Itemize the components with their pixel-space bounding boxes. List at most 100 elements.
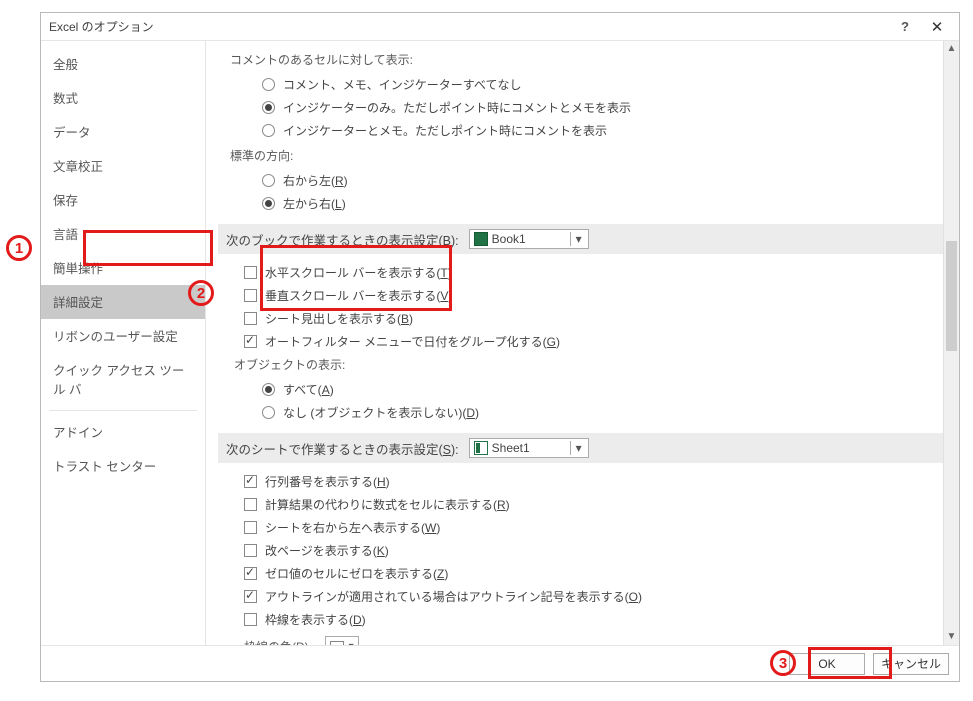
sidebar: 全般 数式 データ 文章校正 保存 言語 簡単操作 詳細設定 リボンのユーザー設… — [41, 41, 206, 645]
option-label: シートを右から左へ表示する(W) — [265, 519, 440, 536]
scroll-down-icon[interactable]: ▼ — [944, 629, 959, 645]
option-label: 行列番号を表示する(H) — [265, 473, 390, 490]
checkbox-icon — [244, 312, 257, 325]
checkbox-icon — [244, 590, 257, 603]
sidebar-item-save[interactable]: 保存 — [41, 183, 205, 217]
sidebar-item-proofing[interactable]: 文章校正 — [41, 149, 205, 183]
option-label: 水平スクロール バーを表示する(T) — [265, 264, 452, 281]
book-dropdown[interactable]: Book1 ▾ — [469, 229, 589, 249]
option-label: ゼロ値のセルにゼロを表示する(Z) — [265, 565, 448, 582]
section-title: 次のブックで作業するときの表示設定(B): — [226, 230, 459, 249]
show-formulas-in-cells[interactable]: 計算結果の代わりに数式をセルに表示する(R) — [244, 494, 951, 515]
direction-rtl[interactable]: 右から左(R) — [262, 170, 951, 191]
excel-icon — [474, 232, 488, 246]
radio-icon — [262, 101, 275, 114]
show-row-col-headers[interactable]: 行列番号を表示する(H) — [244, 471, 951, 492]
gridline-color-row: 枠線の色(D) ▾ — [244, 636, 951, 645]
annotation-number-1: 1 — [6, 235, 32, 261]
help-icon[interactable]: ? — [891, 19, 919, 34]
sheet-section-header: 次のシートで作業するときの表示設定(S): Sheet1 ▾ — [218, 433, 951, 463]
cancel-button[interactable]: キャンセル — [873, 653, 949, 675]
dropdown-value: Sheet1 — [492, 441, 570, 455]
chevron-down-icon: ▾ — [570, 232, 584, 246]
close-icon[interactable]: ✕ — [919, 18, 955, 36]
option-label: シート見出しを表示する(B) — [265, 310, 413, 327]
vertical-scrollbar[interactable]: ▲ ▼ — [943, 41, 959, 645]
radio-icon — [262, 383, 275, 396]
option-label: なし (オブジェクトを表示しない)(D) — [283, 404, 479, 421]
option-label: 垂直スクロール バーを表示する(V) — [265, 287, 452, 304]
sheet-dropdown[interactable]: Sheet1 ▾ — [469, 438, 589, 458]
options-dialog: Excel のオプション ? ✕ 全般 数式 データ 文章校正 保存 言語 簡単… — [40, 12, 960, 682]
dropdown-value: Book1 — [492, 232, 570, 246]
radio-icon — [262, 78, 275, 91]
window-title: Excel のオプション — [49, 18, 891, 35]
gridline-color-label: 枠線の色(D) — [244, 638, 309, 645]
option-label: インジケーターのみ。ただしポイント時にコメントとメモを表示 — [283, 99, 631, 116]
sheet-icon — [474, 441, 488, 455]
show-sheet-rtl[interactable]: シートを右から左へ表示する(W) — [244, 517, 951, 538]
option-label: すべて(A) — [283, 381, 334, 398]
ok-button[interactable]: OK — [789, 653, 865, 675]
sidebar-separator — [49, 410, 197, 411]
sidebar-item-language[interactable]: 言語 — [41, 217, 205, 251]
option-label: 改ページを表示する(K) — [265, 542, 389, 559]
chevron-down-icon: ▾ — [570, 441, 584, 455]
direction-ltr[interactable]: 左から右(L) — [262, 193, 951, 214]
sidebar-item-trust[interactable]: トラスト センター — [41, 449, 205, 483]
sidebar-item-qat[interactable]: クイック アクセス ツール バ — [41, 353, 205, 406]
radio-icon — [262, 406, 275, 419]
checkbox-icon — [244, 521, 257, 534]
dialog-body: 全般 数式 データ 文章校正 保存 言語 簡単操作 詳細設定 リボンのユーザー設… — [41, 41, 959, 645]
sidebar-item-ribbon[interactable]: リボンのユーザー設定 — [41, 319, 205, 353]
chevron-down-icon: ▾ — [349, 641, 354, 645]
radio-icon — [262, 174, 275, 187]
show-outline-symbols[interactable]: アウトラインが適用されている場合はアウトライン記号を表示する(O) — [244, 586, 951, 607]
objects-none[interactable]: なし (オブジェクトを表示しない)(D) — [262, 402, 951, 423]
sidebar-item-general[interactable]: 全般 — [41, 47, 205, 81]
option-label: 計算結果の代わりに数式をセルに表示する(R) — [265, 496, 510, 513]
titlebar: Excel のオプション ? ✕ — [41, 13, 959, 41]
checkbox-icon — [244, 613, 257, 626]
comment-option-indicator-only[interactable]: インジケーターのみ。ただしポイント時にコメントとメモを表示 — [262, 97, 951, 118]
show-gridlines[interactable]: 枠線を表示する(D) — [244, 609, 951, 630]
direction-label: 標準の方向: — [230, 147, 951, 164]
checkbox-icon — [244, 289, 257, 302]
gridline-color-button[interactable]: ▾ — [325, 636, 359, 646]
option-label: 右から左(R) — [283, 172, 348, 189]
sidebar-item-data[interactable]: データ — [41, 115, 205, 149]
show-zero-values[interactable]: ゼロ値のセルにゼロを表示する(Z) — [244, 563, 951, 584]
sidebar-item-addins[interactable]: アドイン — [41, 415, 205, 449]
checkbox-icon — [244, 544, 257, 557]
scroll-thumb[interactable] — [946, 241, 957, 351]
checkbox-icon — [244, 475, 257, 488]
objects-label: オブジェクトの表示: — [234, 356, 951, 373]
option-label: 枠線を表示する(D) — [265, 611, 366, 628]
sidebar-item-formulas[interactable]: 数式 — [41, 81, 205, 115]
objects-all[interactable]: すべて(A) — [262, 379, 951, 400]
content-pane: コメントのあるセルに対して表示: コメント、メモ、インジケーターすべてなし イン… — [206, 41, 959, 645]
sidebar-item-easeofaccess[interactable]: 簡単操作 — [41, 251, 205, 285]
checkbox-icon — [244, 266, 257, 279]
show-page-breaks[interactable]: 改ページを表示する(K) — [244, 540, 951, 561]
checkbox-icon — [244, 335, 257, 348]
comment-option-none[interactable]: コメント、メモ、インジケーターすべてなし — [262, 74, 951, 95]
book-section-header: 次のブックで作業するときの表示設定(B): Book1 ▾ — [218, 224, 951, 254]
radio-icon — [262, 197, 275, 210]
color-swatch-icon — [330, 641, 344, 646]
option-label: 左から右(L) — [283, 195, 346, 212]
option-label: コメント、メモ、インジケーターすべてなし — [283, 76, 521, 93]
comment-option-indicator-memo[interactable]: インジケーターとメモ。ただしポイント時にコメントを表示 — [262, 120, 951, 141]
radio-icon — [262, 124, 275, 137]
checkbox-icon — [244, 498, 257, 511]
dialog-footer: OK キャンセル — [41, 645, 959, 681]
group-dates-autofilter[interactable]: オートフィルター メニューで日付をグループ化する(G) — [244, 331, 951, 352]
show-sheet-tabs[interactable]: シート見出しを表示する(B) — [244, 308, 951, 329]
checkbox-icon — [244, 567, 257, 580]
option-label: インジケーターとメモ。ただしポイント時にコメントを表示 — [283, 122, 607, 139]
section-title: 次のシートで作業するときの表示設定(S): — [226, 439, 459, 458]
show-hscroll[interactable]: 水平スクロール バーを表示する(T) — [244, 262, 951, 283]
sidebar-item-advanced[interactable]: 詳細設定 — [41, 285, 205, 319]
scroll-up-icon[interactable]: ▲ — [944, 41, 959, 57]
show-vscroll[interactable]: 垂直スクロール バーを表示する(V) — [244, 285, 951, 306]
